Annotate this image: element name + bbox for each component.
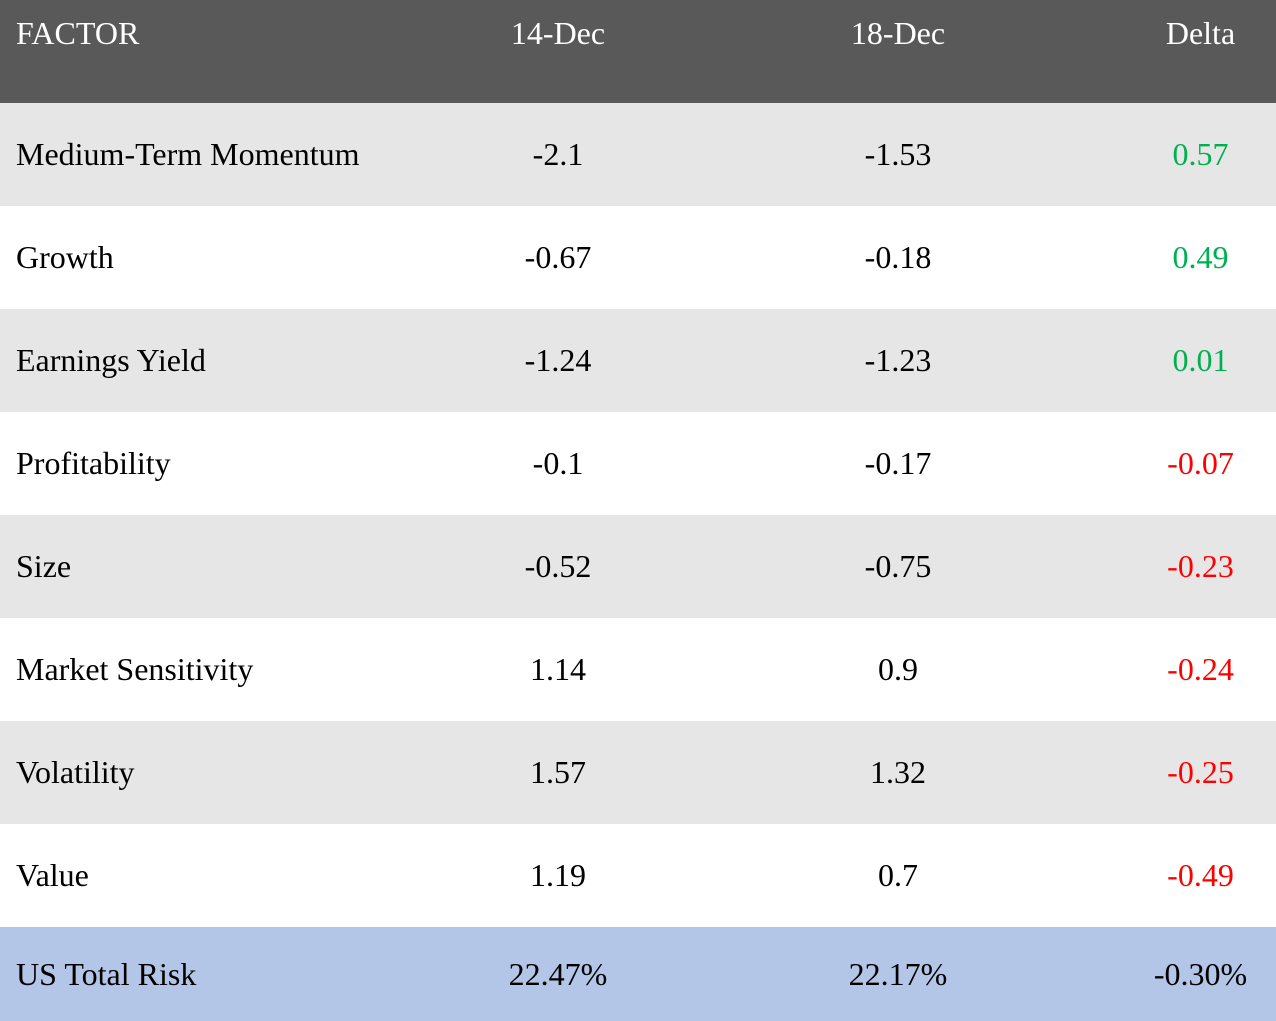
dec14-value-cell: 1.19 [530,857,586,893]
delta-value-cell: -0.23 [1167,548,1234,584]
dec14-value-cell: -0.1 [532,445,584,481]
dec18-value-cell: 1.32 [870,754,926,790]
table-row: Value 1.19 0.7 -0.49 [0,824,1276,927]
table-row: Size -0.52 -0.75 -0.23 [0,515,1276,618]
factor-name-cell: Earnings Yield [16,342,206,378]
dec14-value-cell: 1.14 [530,651,586,687]
delta-value-cell: -0.24 [1167,651,1234,687]
column-header-18-dec: 18-Dec [728,0,1068,103]
factor-name-cell: Profitability [16,445,171,481]
total-label-cell: US Total Risk [16,955,197,992]
dec14-value-cell: -0.67 [524,239,592,275]
table-row: Market Sensitivity 1.14 0.9 -0.24 [0,618,1276,721]
delta-value-cell: -0.49 [1167,857,1234,893]
dec18-value-cell: -0.17 [864,445,932,481]
total-delta-value-cell: -0.30% [1153,955,1248,992]
dec18-value-cell: -0.18 [864,239,932,275]
factor-name-cell: Growth [16,239,114,275]
total-risk-row: US Total Risk 22.47% 22.17% -0.30% [0,927,1276,1021]
table-row: Medium-Term Momentum -2.1 -1.53 0.57 [0,103,1276,206]
delta-value-cell: -0.07 [1167,445,1234,481]
dec14-value-cell: -2.1 [532,136,584,172]
delta-value-cell: 0.57 [1172,136,1229,172]
factor-name-cell: Value [16,857,89,893]
factor-name-cell: Volatility [16,754,135,790]
dec18-value-cell: -0.75 [864,548,932,584]
dec14-value-cell: -0.52 [524,548,592,584]
total-dec14-value-cell: 22.47% [508,955,608,992]
dec18-value-cell: 0.9 [878,651,918,687]
column-header-delta: Delta [1068,0,1276,103]
delta-value-cell: 0.01 [1172,342,1229,378]
column-header-14-dec: 14-Dec [388,0,728,103]
factor-name-cell: Market Sensitivity [16,651,254,687]
dec18-value-cell: -1.23 [864,342,932,378]
factor-name-cell: Size [16,548,72,584]
header-row: FACTOR 14-Dec 18-Dec Delta [0,0,1276,103]
delta-value-cell: 0.49 [1172,239,1229,275]
total-dec18-value-cell: 22.17% [848,955,948,992]
dec18-value-cell: -1.53 [864,136,932,172]
dec18-value-cell: 0.7 [878,857,918,893]
table-row: Volatility 1.57 1.32 -0.25 [0,721,1276,824]
table-row: Growth -0.67 -0.18 0.49 [0,206,1276,309]
factor-name-cell: Medium-Term Momentum [16,136,360,172]
table-row: Profitability -0.1 -0.17 -0.07 [0,412,1276,515]
dec14-value-cell: 1.57 [530,754,586,790]
delta-value-cell: -0.25 [1167,754,1234,790]
column-header-factor: FACTOR [0,0,388,103]
dec14-value-cell: -1.24 [524,342,592,378]
table-row: Earnings Yield -1.24 -1.23 0.01 [0,309,1276,412]
